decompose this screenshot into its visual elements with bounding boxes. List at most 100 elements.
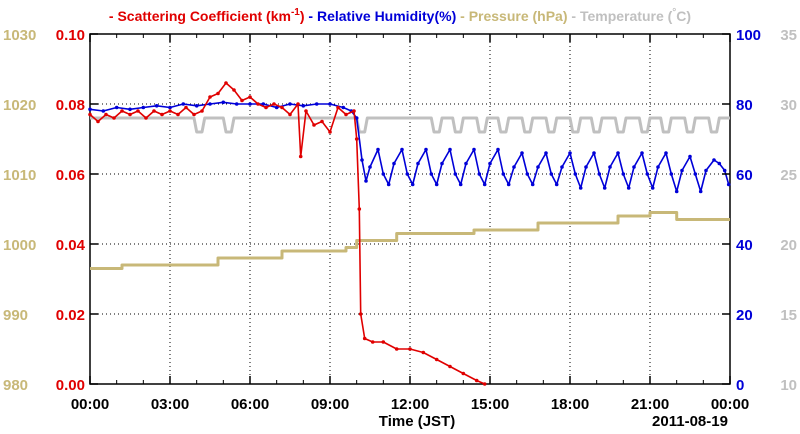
data-point-scattering — [421, 350, 426, 355]
temperature-tick-label: 20 — [780, 237, 797, 254]
date-label: 2011-08-19 — [652, 413, 728, 430]
data-point-scattering — [362, 336, 367, 341]
pressure-tick-label: 1030 — [3, 27, 36, 44]
data-point-humidity — [392, 161, 396, 166]
data-point-humidity — [376, 147, 380, 152]
data-point-humidity — [568, 151, 572, 155]
legend-entry: Relative Humidity(%) — [317, 8, 456, 24]
data-point-scattering — [136, 109, 140, 113]
temperature-tick-label: 15 — [780, 307, 797, 324]
data-point-humidity — [364, 179, 368, 183]
data-point-humidity — [488, 161, 492, 166]
data-point-scattering — [248, 95, 252, 99]
data-point-humidity — [448, 147, 452, 152]
data-point-scattering — [280, 105, 284, 110]
data-point-scattering — [200, 109, 204, 113]
data-point-humidity — [536, 165, 540, 169]
data-point-humidity — [328, 102, 332, 106]
data-point-scattering — [224, 81, 228, 85]
legend-close: ) — [300, 8, 305, 24]
data-point-humidity — [608, 165, 612, 169]
data-point-humidity — [234, 102, 239, 106]
data-point-scattering — [344, 112, 348, 117]
data-point-humidity — [194, 104, 199, 108]
data-point-scattering — [336, 105, 340, 110]
data-point-humidity — [301, 104, 306, 108]
data-point-humidity — [434, 182, 439, 187]
data-point-humidity — [381, 172, 386, 176]
data-point-humidity — [621, 172, 626, 176]
data-point-scattering — [474, 378, 479, 383]
pressure-tick-label: 990 — [3, 307, 28, 324]
legend-entry: Pressure (hPa) — [469, 8, 568, 24]
data-point-humidity — [477, 172, 482, 176]
data-point-humidity — [726, 182, 731, 187]
scattering-tick-label: 0.02 — [56, 307, 85, 324]
data-point-scattering — [304, 109, 308, 113]
temperature-tick-label: 25 — [780, 167, 797, 184]
data-point-humidity — [544, 151, 548, 155]
data-point-scattering — [232, 88, 236, 92]
pressure-axis: 980 990 1000 1010 1020 1030 — [3, 27, 36, 394]
series-temperature — [90, 116, 730, 134]
data-point-humidity — [221, 100, 226, 105]
data-point-humidity — [274, 105, 279, 110]
data-point-humidity — [400, 147, 404, 152]
scattering-axis: 0.00 0.02 0.04 0.06 0.08 0.10 — [56, 27, 98, 394]
data-point-scattering — [482, 382, 487, 386]
legend-entry: Temperature ( — [580, 8, 673, 24]
data-point-scattering — [192, 112, 196, 117]
data-point-scattering — [354, 137, 359, 141]
data-point-scattering — [352, 109, 356, 113]
data-point-scattering — [272, 102, 276, 106]
data-point-humidity — [410, 182, 415, 187]
data-point-humidity — [464, 161, 468, 166]
data-point-scattering — [168, 109, 172, 113]
temperature-axis: 10 15 20 25 30 35 — [780, 27, 797, 394]
data-point-humidity — [314, 102, 319, 106]
data-point-scattering — [408, 347, 412, 351]
scattering-tick-label: 0.10 — [56, 27, 85, 44]
data-point-humidity — [560, 165, 564, 169]
data-point-humidity — [354, 116, 359, 120]
x-axis-title: Time (JST) — [379, 413, 455, 430]
legend-marker: - — [109, 8, 118, 24]
data-point-scattering — [288, 112, 292, 117]
data-point-humidity — [626, 186, 631, 190]
legend-entry: Scattering Coefficient (km — [117, 8, 290, 24]
data-point-humidity — [602, 186, 607, 190]
data-point-humidity — [688, 154, 692, 159]
data-point-scattering — [152, 109, 156, 113]
data-point-humidity — [549, 172, 554, 176]
data-point-humidity — [114, 105, 119, 110]
legend-degree: ° — [672, 7, 676, 18]
humidity-tick-label: 40 — [736, 237, 753, 254]
data-point-humidity — [416, 161, 420, 166]
x-tick-label: 12:00 — [391, 396, 429, 413]
legend-close: C) — [676, 8, 691, 24]
data-point-humidity — [592, 151, 596, 155]
data-point-scattering — [160, 112, 164, 117]
data-point-humidity — [597, 172, 602, 176]
data-point-scattering — [357, 207, 362, 211]
data-point-scattering — [328, 130, 332, 134]
data-point-humidity — [645, 172, 650, 176]
data-point-humidity — [693, 172, 698, 176]
data-point-scattering — [128, 112, 132, 117]
data-point-scattering — [96, 119, 100, 124]
data-point-humidity — [440, 161, 444, 166]
data-point-humidity — [261, 102, 266, 106]
humidity-tick-label: 20 — [736, 307, 753, 324]
data-point-scattering — [104, 112, 108, 117]
data-point-humidity — [368, 165, 372, 169]
pressure-tick-label: 1010 — [3, 167, 36, 184]
data-point-humidity — [248, 102, 252, 106]
legend-superscript: -1 — [291, 7, 300, 18]
data-point-scattering — [216, 91, 220, 96]
data-point-humidity — [141, 105, 146, 110]
data-point-scattering — [461, 371, 466, 376]
pressure-tick-label: 1000 — [3, 237, 36, 254]
data-point-humidity — [496, 147, 500, 152]
data-point-humidity — [181, 102, 186, 106]
